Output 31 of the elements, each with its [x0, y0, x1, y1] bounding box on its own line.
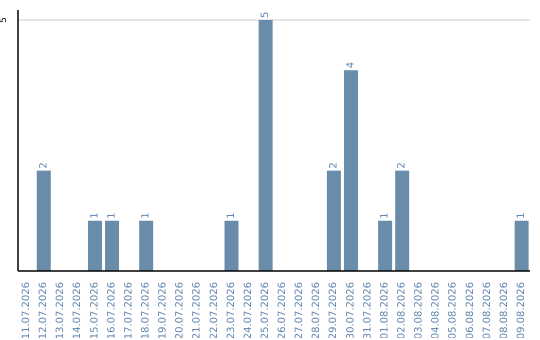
data-label: 1	[380, 212, 391, 219]
bar	[395, 170, 410, 271]
x-tick-label: 18.07.2026	[140, 282, 152, 340]
data-label: 1	[106, 212, 118, 219]
x-tick-label: 16.07.2026	[106, 282, 118, 340]
bar	[224, 220, 239, 271]
bar	[378, 220, 392, 271]
x-tick-label: 13.07.2026	[55, 282, 66, 340]
data-label: 1	[516, 212, 528, 219]
data-label: 2	[328, 162, 340, 169]
bar	[326, 170, 341, 271]
bar	[139, 220, 154, 271]
x-tick-label: 12.07.2026	[38, 282, 50, 340]
data-label: 2	[38, 162, 50, 169]
data-label: 5	[260, 12, 272, 18]
bar	[88, 220, 102, 271]
x-tick-label: 19.07.2026	[158, 282, 169, 340]
data-label: 1	[140, 212, 152, 219]
x-tick-label: 11.07.2026	[21, 282, 32, 340]
bar	[105, 220, 120, 271]
x-tick-label: 17.07.2026	[123, 282, 134, 340]
data-label: 1	[226, 212, 238, 219]
bar	[514, 220, 529, 271]
bar	[258, 20, 273, 271]
data-label: 4	[345, 62, 356, 68]
x-tick-label: 14.07.2026	[72, 282, 84, 340]
bar	[344, 70, 358, 271]
data-label: 1	[89, 212, 100, 219]
data-label: 2	[396, 162, 408, 169]
x-tick-label: 15.07.2026	[89, 282, 100, 340]
bar	[36, 170, 51, 271]
